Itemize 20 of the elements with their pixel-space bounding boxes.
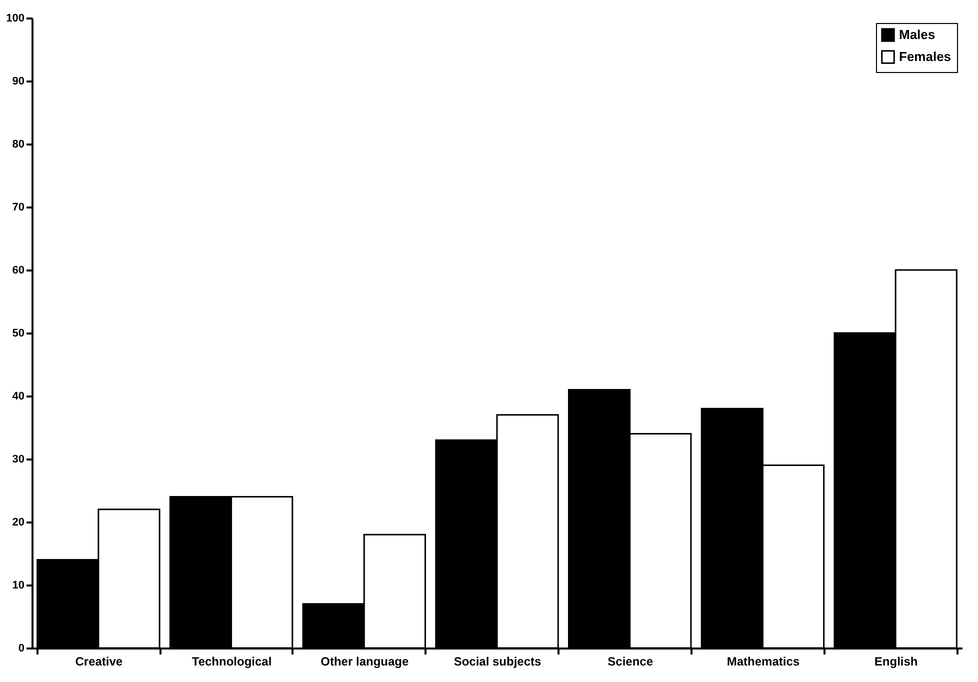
x-tick-label: Mathematics [726, 654, 800, 668]
y-tick-label: 50 [12, 328, 24, 340]
x-tick-label: Science [608, 654, 654, 668]
y-tick-label: 100 [6, 12, 24, 24]
y-tick-label: 20 [12, 516, 24, 528]
legend-label: Males [899, 27, 936, 42]
y-tick-label: 0 [18, 642, 24, 654]
x-tick-label: Creative [75, 654, 123, 668]
y-tick-label: 30 [12, 454, 24, 466]
x-tick-label: Social subjects [454, 654, 542, 668]
x-tick-label: Other language [320, 654, 409, 668]
y-tick-label: 70 [12, 202, 24, 214]
y-tick-label: 10 [12, 580, 24, 592]
y-tick-label: 40 [12, 390, 24, 402]
x-tick-label: English [874, 654, 918, 668]
x-tick-label: Technological [192, 654, 272, 668]
y-tick-label: 60 [12, 264, 24, 276]
legend-label: Females [899, 49, 952, 64]
y-tick-label: 80 [12, 138, 24, 150]
y-tick-label: 90 [12, 76, 24, 88]
